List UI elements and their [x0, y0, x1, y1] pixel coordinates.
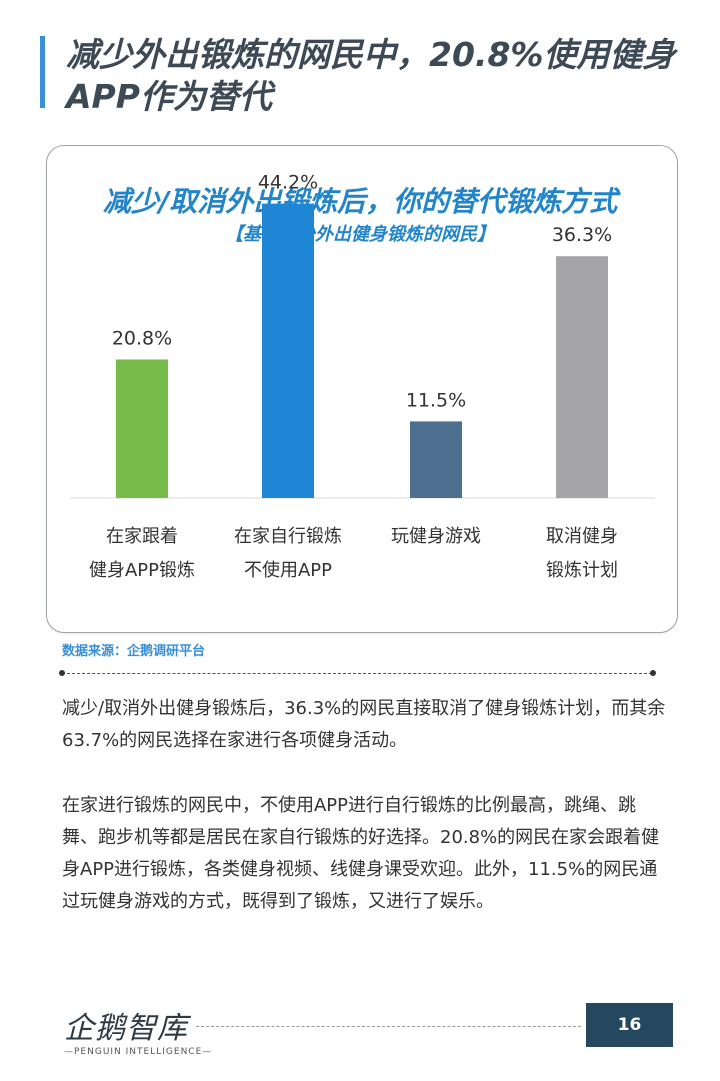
footer-divider — [196, 1026, 581, 1027]
data-label-1: 20.8% — [112, 327, 172, 349]
category-label-1-line-2: 健身APP锻炼 — [89, 560, 195, 581]
data-source: 数据来源：企鹅调研平台 — [62, 644, 206, 659]
data-label-4: 36.3% — [552, 224, 612, 246]
category-label-4-line-1: 取消健身 — [546, 526, 618, 547]
penguin-intelligence-logo: 企鹅智库 — [64, 1011, 188, 1046]
category-label-3-line-1: 玩健身游戏 — [391, 526, 481, 547]
body-paragraph-1: 减少/取消外出健身锻炼后，36.3%的网民直接取消了健身锻炼计划，而其余63.7… — [62, 698, 666, 751]
title-accent-bar — [40, 36, 45, 108]
bar-4 — [556, 256, 608, 498]
divider-dot-right — [650, 670, 656, 676]
data-label-2: 44.2% — [258, 172, 318, 194]
divider-dot-left — [59, 670, 65, 676]
bar-1 — [116, 359, 168, 498]
category-label-2-line-1: 在家自行锻炼 — [234, 526, 342, 547]
body-paragraph-2: 在家进行锻炼的网民中，不使用APP进行自行锻炼的比例最高，跳绳、跳舞、跑步机等都… — [62, 795, 660, 912]
category-label-1-line-1: 在家跟着 — [106, 526, 178, 547]
logo-subtitle: —PENGUIN INTELLIGENCE— — [64, 1047, 213, 1057]
page-title: 减少外出锻炼的网民中，20.8%使用健身APP作为替代 — [66, 35, 676, 116]
section-divider — [62, 673, 652, 674]
category-label-4-line-2: 锻炼计划 — [546, 560, 618, 581]
data-label-3: 11.5% — [406, 389, 466, 411]
category-label-2-line-2: 不使用APP — [244, 560, 332, 581]
bar-3 — [410, 421, 462, 498]
bar-2 — [262, 203, 314, 499]
page-number: 16 — [586, 1003, 673, 1047]
chart-title: 减少/取消外出锻炼后，你的替代锻炼方式 — [102, 185, 618, 218]
